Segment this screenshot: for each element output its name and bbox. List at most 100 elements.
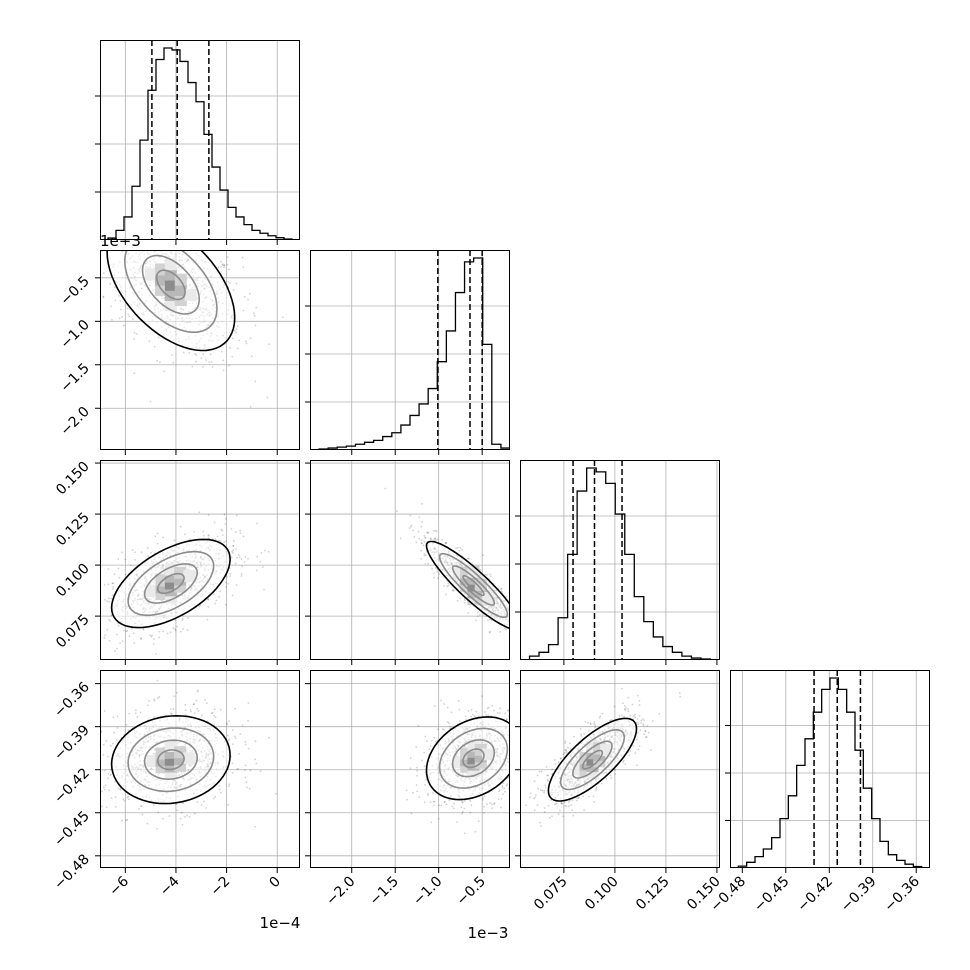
scatter-point — [200, 241, 202, 243]
scatter-point — [463, 832, 466, 835]
scatter-point — [108, 639, 111, 642]
scatter-point — [423, 540, 426, 543]
scatter-point — [522, 773, 524, 775]
scatter-point — [109, 282, 112, 285]
scatter-point — [484, 573, 486, 576]
scatter-point — [463, 807, 466, 810]
scatter-point — [222, 359, 225, 362]
scatter-point — [182, 246, 184, 248]
scatter-point — [224, 581, 227, 584]
scatter-point — [227, 280, 229, 283]
scatter-point — [202, 353, 205, 355]
scatter-point — [162, 213, 164, 215]
scatter-point — [247, 747, 250, 750]
scatter-point — [104, 784, 107, 787]
scatter-point — [452, 807, 455, 810]
scatter-point — [514, 637, 516, 639]
scatter-point — [413, 535, 416, 538]
scatter-point — [91, 620, 93, 622]
scatter-point — [98, 269, 100, 271]
scatter-point — [77, 202, 79, 204]
scatter-point — [511, 719, 513, 721]
scatter-point — [127, 798, 130, 801]
scatter-point — [218, 784, 221, 787]
scatter-point — [565, 748, 567, 751]
scatter-point — [219, 708, 222, 711]
scatter-point — [489, 631, 491, 633]
scatter-point — [499, 630, 502, 633]
scatter-point — [223, 541, 226, 544]
scatter-point — [249, 405, 252, 408]
scatter-point — [226, 575, 229, 578]
scatter-point — [151, 634, 154, 637]
scatter-point — [114, 286, 116, 289]
scatter-point — [210, 361, 213, 363]
scatter-point — [149, 400, 152, 403]
scatter-point — [135, 333, 138, 335]
scatter-point — [244, 556, 247, 558]
scatter-point — [139, 197, 141, 199]
histogram-p1 — [100, 40, 300, 240]
scatter-point — [228, 783, 231, 786]
scatter-point — [158, 630, 161, 633]
scatter-point — [201, 365, 204, 368]
scatter-point — [527, 631, 529, 633]
scatter-point — [433, 576, 435, 579]
scatter-point — [475, 710, 478, 713]
scatter-point — [261, 566, 264, 568]
scatter-point — [206, 618, 209, 621]
scatter-point — [110, 773, 112, 776]
scatter-point — [447, 582, 450, 585]
scatter-point — [254, 758, 257, 761]
scatter-point — [121, 640, 124, 643]
scatter-point — [226, 722, 228, 725]
scatter-point — [219, 791, 222, 794]
scatter-point — [202, 534, 205, 537]
scatter-point — [93, 271, 95, 273]
scatter-point — [220, 260, 222, 263]
scatter-point — [156, 237, 158, 239]
scatter-point — [511, 726, 513, 728]
scatter-point — [528, 746, 530, 748]
scatter-point — [85, 585, 87, 587]
scatter-point — [423, 534, 426, 537]
scatter-point — [157, 811, 160, 814]
scatter-point — [179, 227, 181, 229]
scatter-point — [202, 530, 205, 533]
scatter-point — [90, 323, 92, 325]
scatter-point — [395, 510, 398, 513]
scatter-point — [678, 692, 681, 695]
scatter-point — [105, 806, 108, 809]
scatter-point — [526, 717, 528, 719]
scatter-point — [195, 354, 198, 356]
scatter-point — [111, 318, 113, 321]
scatter-point — [166, 248, 168, 250]
scatter-point — [67, 223, 69, 225]
scatter-point — [103, 636, 106, 639]
scatter-point — [102, 743, 105, 746]
scatter-point — [537, 710, 539, 712]
scatter-point — [524, 783, 526, 785]
scatter-point — [247, 719, 249, 722]
scatter-point — [406, 798, 408, 801]
scatter-point — [124, 573, 127, 576]
panel-border — [100, 460, 300, 660]
scatter-point — [192, 703, 195, 706]
scatter-point — [489, 802, 491, 804]
scatter-point — [236, 556, 238, 559]
scatter-point — [515, 627, 517, 629]
histogram-step-p4 — [730, 677, 930, 868]
scatter-point — [481, 695, 483, 697]
scatter-point — [80, 793, 82, 795]
scatter-point — [185, 244, 187, 246]
panel-border — [100, 250, 300, 450]
scatter-point — [633, 715, 635, 717]
scatter-point — [629, 714, 632, 717]
scatter-point — [91, 275, 93, 277]
scatter-point — [233, 735, 236, 738]
scatter-point — [76, 264, 78, 266]
scatter-point — [200, 231, 202, 233]
scatter-point — [138, 224, 140, 226]
scatter-point — [243, 296, 246, 298]
scatter-point — [205, 807, 208, 809]
